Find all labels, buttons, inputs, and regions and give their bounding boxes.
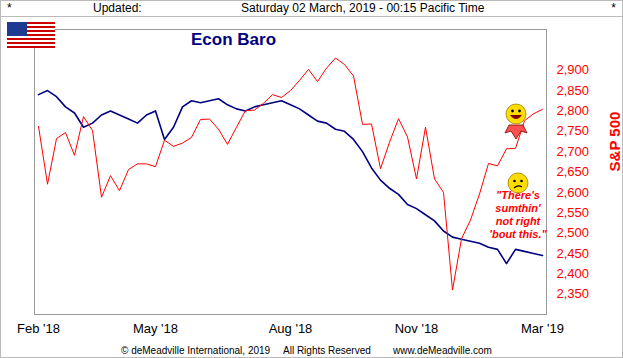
html-text:www.deMeadville.com: www.deMeadville.com [393, 345, 492, 356]
svg-text:2,450: 2,450 [557, 246, 590, 261]
html-text:S&P 500: S&P 500 [605, 111, 623, 172]
svg-text:Mar '19: Mar '19 [521, 321, 564, 336]
html-text:Saturday 02 March, 2019 - 00:1: Saturday 02 March, 2019 - 00:15 Pacific … [241, 1, 485, 15]
svg-text:2,850: 2,850 [557, 83, 590, 98]
svg-text:2,350: 2,350 [557, 286, 590, 301]
svg-text:May '18: May '18 [133, 321, 178, 336]
svg-text:2,800: 2,800 [557, 103, 590, 118]
svg-text:2,700: 2,700 [557, 144, 590, 159]
svg-text:2,750: 2,750 [557, 123, 590, 138]
html-text:Updated:: Updated: [93, 1, 142, 15]
svg-text:2,400: 2,400 [557, 266, 590, 281]
svg-text:2,650: 2,650 [557, 164, 590, 179]
svg-text:2,500: 2,500 [557, 225, 590, 240]
html-text:Econ Baro: Econ Baro [191, 30, 276, 49]
svg-text:2,600: 2,600 [557, 185, 590, 200]
html-text:"There's sumthin' not right 'b: "There's sumthin' not right 'bout this." [489, 189, 547, 240]
svg-text:2,900: 2,900 [557, 62, 590, 77]
svg-text:2,550: 2,550 [557, 205, 590, 220]
html-text:All Rights Reserved: All Rights Reserved [283, 345, 371, 356]
svg-text:Aug '18: Aug '18 [269, 321, 313, 336]
svg-text:Nov '18: Nov '18 [395, 321, 439, 336]
svg-text:Feb '18: Feb '18 [17, 321, 60, 336]
html-text:© deMeadville International, 2: © deMeadville International, 2019 [121, 345, 271, 356]
